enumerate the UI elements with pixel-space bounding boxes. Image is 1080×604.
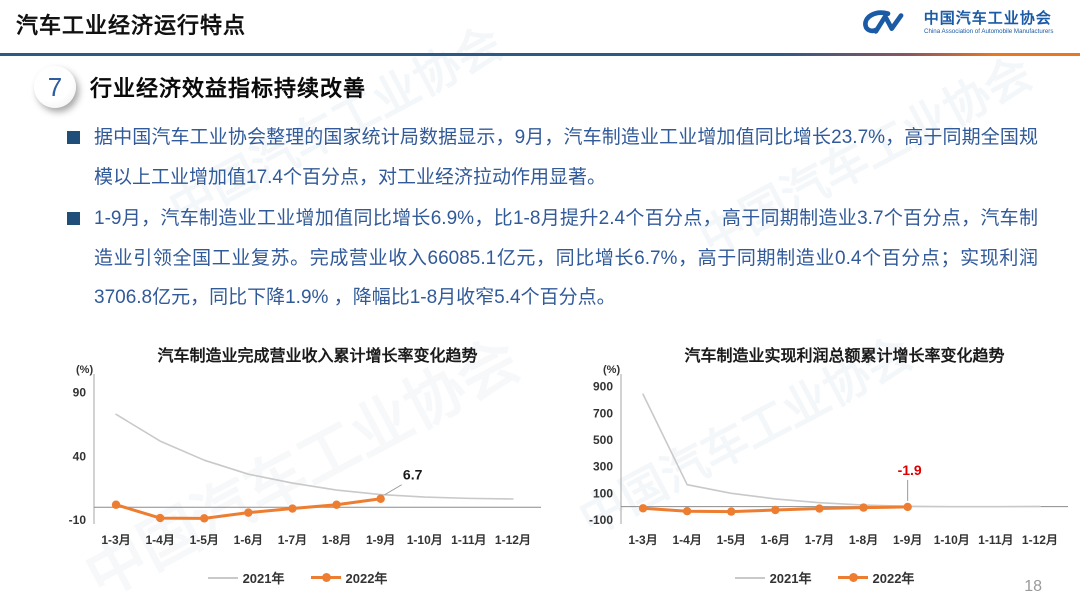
svg-text:1-9月: 1-9月 xyxy=(893,533,922,547)
svg-text:1-11月: 1-11月 xyxy=(451,533,486,547)
data-point xyxy=(638,504,648,513)
svg-text:900: 900 xyxy=(593,380,613,394)
legend-label: 2021年 xyxy=(242,571,285,586)
legend-item-2021: 2021年 xyxy=(734,568,812,587)
chart-title: 汽车制造业完成营业收入累计增长率变化趋势 xyxy=(157,348,478,365)
data-point xyxy=(859,503,868,512)
svg-text:1-4月: 1-4月 xyxy=(672,533,701,547)
bullet-list: 据中国汽车工业协会整理的国家统计局数据显示，9月，汽车制造业工业增加值同比增长2… xyxy=(66,118,1038,318)
header: 汽车工业经济运行特点 中国汽车工业协会 China Association of… xyxy=(0,0,1080,52)
svg-text:1-12月: 1-12月 xyxy=(1022,533,1058,547)
svg-text:1-6月: 1-6月 xyxy=(234,533,263,547)
data-point xyxy=(771,505,780,515)
chart-unit-label: (%) xyxy=(603,364,621,376)
svg-text:1-4月: 1-4月 xyxy=(145,533,174,547)
legend-item-2022: 2022年 xyxy=(837,568,915,587)
bullet-text: 1-9月，汽车制造业工业增加值同比增长6.9%，比1-8月提升2.4个百分点，高… xyxy=(94,208,1038,309)
data-point xyxy=(376,494,385,503)
orange-dot-icon xyxy=(848,573,858,582)
chart-unit-label: (%) xyxy=(76,364,94,376)
data-point xyxy=(111,500,121,509)
svg-text:1-9月: 1-9月 xyxy=(366,533,395,547)
svg-text:1-12月: 1-12月 xyxy=(495,533,531,547)
svg-text:1-10月: 1-10月 xyxy=(407,533,443,547)
profit-growth-chart: 汽车制造业实现利润总额累计增长率变化趋势 (%) 900 700 500 300 100… xyxy=(577,338,1072,587)
data-point xyxy=(200,514,209,523)
svg-text:1-11月: 1-11月 xyxy=(978,533,1013,547)
data-point xyxy=(244,508,253,517)
revenue-growth-chart: 汽车制造业完成营业收入累计增长率变化趋势 (%) 90 40 -10 1-3月 1-4月… xyxy=(50,338,545,587)
section-heading: 行业经济效益指标持续改善 xyxy=(90,76,367,101)
data-label: -1.9 xyxy=(898,462,922,478)
svg-text:-10: -10 xyxy=(69,513,87,527)
svg-text:1-3月: 1-3月 xyxy=(101,533,130,547)
legend-label: 2022年 xyxy=(872,571,915,586)
svg-text:1-7月: 1-7月 xyxy=(805,533,834,547)
page-number: 18 xyxy=(1024,578,1042,595)
orange-dot-icon xyxy=(321,573,331,582)
svg-text:90: 90 xyxy=(73,386,87,400)
svg-text:1-8月: 1-8月 xyxy=(849,533,878,547)
legend-label: 2022年 xyxy=(345,571,388,586)
logo-text: 中国汽车工业协会 China Association of Automobile… xyxy=(924,11,1060,35)
legend-item-2021: 2021年 xyxy=(207,568,285,587)
series-line xyxy=(115,413,514,500)
svg-text:100: 100 xyxy=(593,486,613,500)
chart-legend: 2021年 2022年 xyxy=(50,568,545,587)
gray-line-icon xyxy=(207,576,238,579)
caam-logo-icon xyxy=(860,8,916,38)
data-point xyxy=(682,507,692,516)
svg-text:1-5月: 1-5月 xyxy=(190,533,219,547)
series-line xyxy=(642,393,1041,508)
page-title: 汽车工业经济运行特点 xyxy=(16,13,247,38)
svg-text:1-5月: 1-5月 xyxy=(717,533,746,547)
logo-org-name: 中国汽车工业协会 xyxy=(923,10,1052,28)
revenue-growth-plot: 90 40 -10 1-3月 1-4月 1-5月 1-6月 1-7月 1-8月 1-9月 1-10月… xyxy=(69,374,541,547)
legend-item-2022: 2022年 xyxy=(310,568,388,587)
svg-text:1-6月: 1-6月 xyxy=(761,533,790,547)
bullet-text: 据中国汽车工业协会整理的国家统计局数据显示，9月，汽车制造业工业增加值同比增长2… xyxy=(94,127,1038,188)
bullet-item: 据中国汽车工业协会整理的国家统计局数据显示，9月，汽车制造业工业增加值同比增长2… xyxy=(66,118,1038,197)
svg-text:1-8月: 1-8月 xyxy=(322,533,351,547)
svg-text:700: 700 xyxy=(593,406,613,420)
svg-text:500: 500 xyxy=(593,433,613,447)
chart-legend: 2021年 2022年 xyxy=(577,568,1072,587)
data-point xyxy=(903,502,912,512)
svg-text:1-3月: 1-3月 xyxy=(628,533,657,547)
orange-line-icon xyxy=(837,573,868,582)
data-point xyxy=(815,504,824,513)
svg-text:1-10月: 1-10月 xyxy=(934,533,970,547)
data-point xyxy=(288,504,297,513)
data-point xyxy=(332,500,341,509)
svg-text:1-7月: 1-7月 xyxy=(278,533,307,547)
logo-org-name-en: China Association of Automobile Manufact… xyxy=(923,27,1054,35)
svg-text:300: 300 xyxy=(593,460,613,474)
bullet-item: 1-9月，汽车制造业工业增加值同比增长6.9%，比1-8月提升2.4个百分点，高… xyxy=(66,199,1038,318)
section-number-badge: 7 xyxy=(34,66,76,108)
section-heading-row: 7 行业经济效益指标持续改善 xyxy=(34,66,1080,108)
orange-line-icon xyxy=(310,573,341,582)
header-divider xyxy=(0,53,1080,56)
gray-line-icon xyxy=(734,576,765,579)
profit-growth-plot: 900 700 500 300 100 -100 1-3月 1-4月 1-5月 1-6月 1-7月 1… xyxy=(589,374,1068,547)
bullet-square-icon xyxy=(67,131,80,144)
legend-label: 2021年 xyxy=(769,571,812,586)
chart-title: 汽车制造业实现利润总额累计增长率变化趋势 xyxy=(684,348,1005,365)
data-label: 6.7 xyxy=(403,467,423,483)
bullet-square-icon xyxy=(67,212,80,226)
svg-text:-100: -100 xyxy=(589,513,613,527)
data-point xyxy=(727,507,736,516)
charts-row: 汽车制造业完成营业收入累计增长率变化趋势 (%) 90 40 -10 1-3月 1-4月… xyxy=(50,338,1072,587)
data-point xyxy=(155,513,165,523)
svg-text:40: 40 xyxy=(73,449,87,463)
caam-logo: 中国汽车工业协会 China Association of Automobile… xyxy=(860,8,1060,38)
